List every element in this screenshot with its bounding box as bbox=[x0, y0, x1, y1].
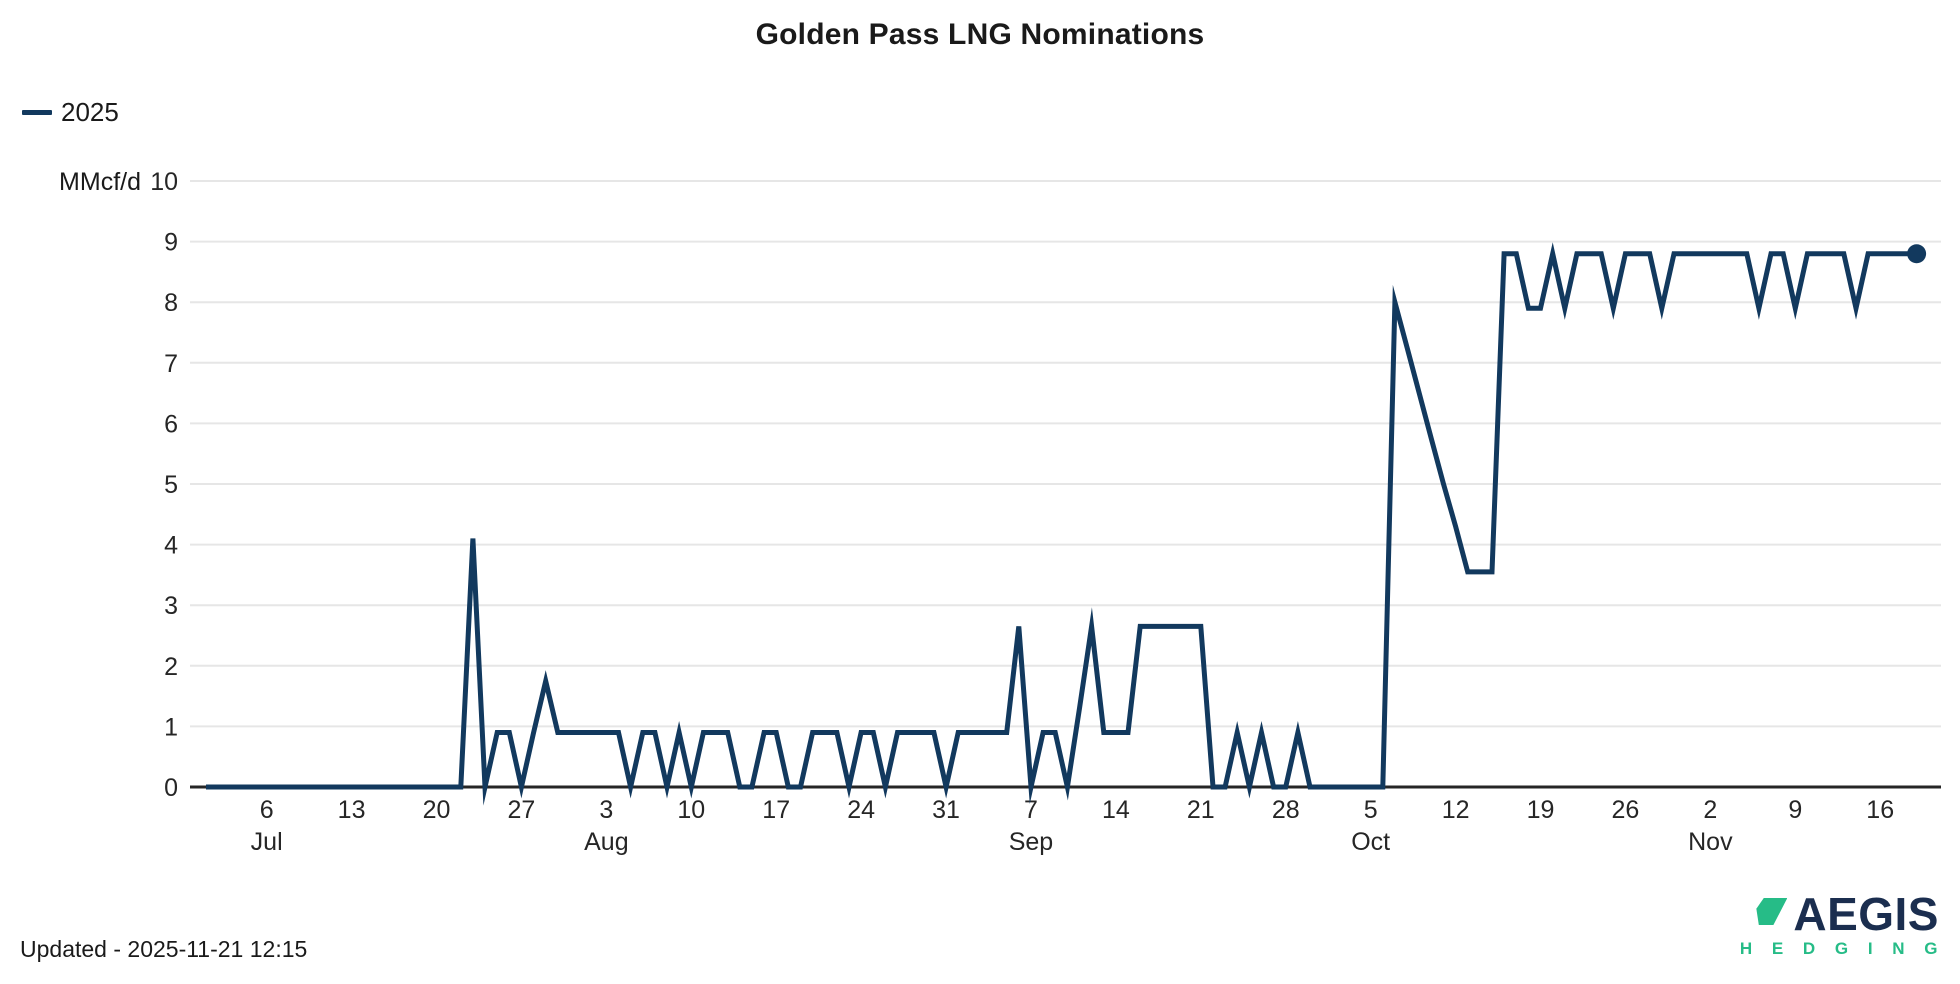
y-tick-label: 7 bbox=[164, 350, 178, 378]
x-tick-label: 10 bbox=[677, 796, 705, 824]
x-month-label: Oct bbox=[1351, 828, 1390, 856]
chart-title: Golden Pass LNG Nominations bbox=[755, 18, 1205, 51]
x-tick-label: 24 bbox=[847, 796, 875, 824]
y-tick-label: 1 bbox=[164, 713, 178, 741]
x-tick-label: 28 bbox=[1272, 796, 1300, 824]
y-tick-label: 2 bbox=[164, 653, 178, 681]
x-tick-label: 14 bbox=[1102, 796, 1130, 824]
y-tick-label: 8 bbox=[164, 289, 178, 317]
x-tick-label: 19 bbox=[1527, 796, 1555, 824]
x-tick-label: 26 bbox=[1612, 796, 1640, 824]
x-month-label: Nov bbox=[1688, 828, 1733, 856]
last-point-marker bbox=[1907, 244, 1927, 264]
aegis-flag-icon bbox=[1756, 898, 1788, 925]
y-tick-label: 9 bbox=[164, 229, 178, 257]
y-tick-label: 10 bbox=[150, 168, 178, 196]
legend: 2025 bbox=[22, 97, 119, 128]
x-tick-label: 21 bbox=[1187, 796, 1215, 824]
y-tick-label: 5 bbox=[164, 471, 178, 499]
legend-line-swatch bbox=[22, 110, 52, 115]
x-tick-label: 5 bbox=[1364, 796, 1378, 824]
y-tick-label: 0 bbox=[164, 774, 178, 802]
y-tick-label: 4 bbox=[164, 532, 178, 560]
x-tick-label: 2 bbox=[1703, 796, 1717, 824]
x-tick-label: 31 bbox=[932, 796, 960, 824]
legend-series-label: 2025 bbox=[61, 97, 119, 127]
y-axis-unit-label: MMcf/d bbox=[59, 168, 141, 196]
x-tick-label: 20 bbox=[423, 796, 451, 824]
x-tick-label: 9 bbox=[1788, 796, 1802, 824]
x-tick-label: 27 bbox=[508, 796, 536, 824]
series-2025-line bbox=[206, 242, 1917, 806]
x-tick-label: 17 bbox=[762, 796, 790, 824]
x-month-label: Aug bbox=[584, 828, 628, 856]
x-tick-label: 12 bbox=[1442, 796, 1470, 824]
y-tick-label: 3 bbox=[164, 592, 178, 620]
y-tick-label: 6 bbox=[164, 410, 178, 438]
x-tick-label: 16 bbox=[1866, 796, 1894, 824]
logo-name-text: AEGIS bbox=[1793, 888, 1939, 940]
aegis-hedging-logo: AEGIS H E D G I N G bbox=[1740, 891, 1939, 959]
logo-sub-text: H E D G I N G bbox=[1739, 939, 1945, 958]
logo-row: AEGIS bbox=[1740, 891, 1939, 937]
x-month-label: Jul bbox=[251, 828, 283, 856]
x-tick-label: 3 bbox=[599, 796, 613, 824]
x-tick-label: 6 bbox=[260, 796, 274, 824]
updated-timestamp: Updated - 2025-11-21 12:15 bbox=[20, 936, 308, 962]
x-tick-label: 7 bbox=[1024, 796, 1038, 824]
x-month-label: Sep bbox=[1009, 828, 1053, 856]
x-tick-label: 13 bbox=[338, 796, 366, 824]
